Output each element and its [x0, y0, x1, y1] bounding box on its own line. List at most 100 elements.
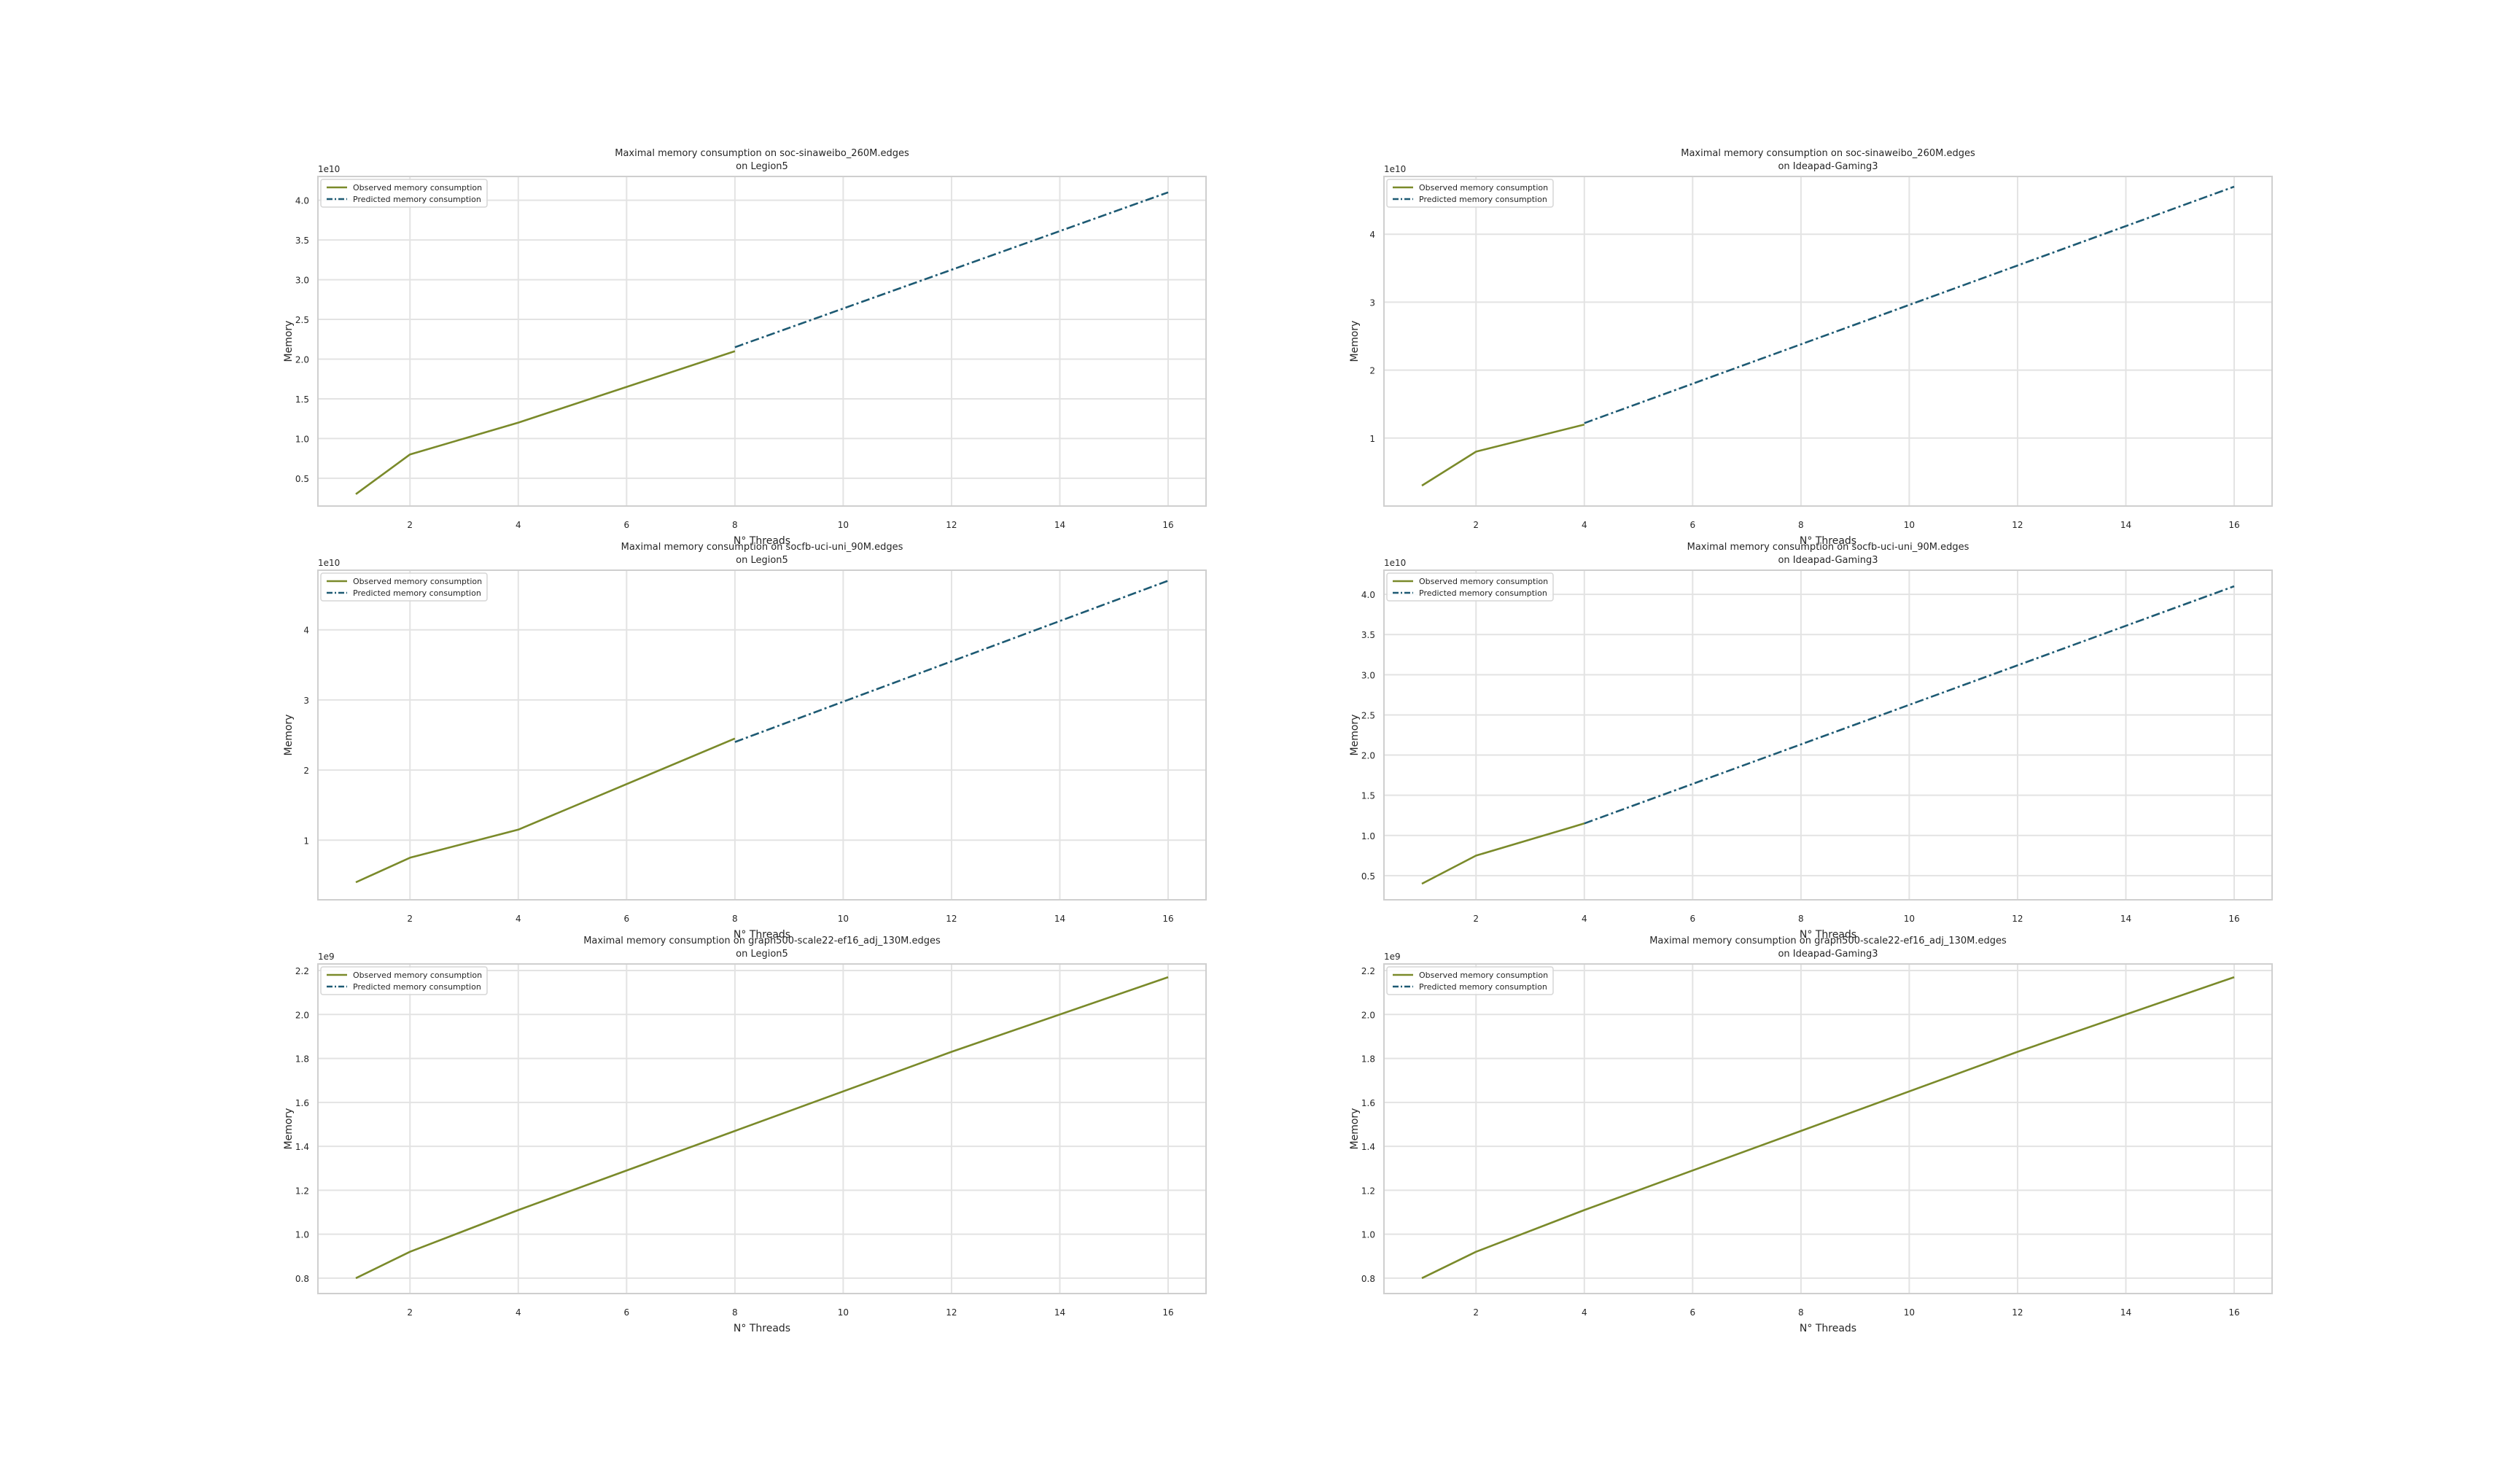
- x-tick-label: 4: [516, 520, 521, 530]
- x-tick-label: 16: [1162, 914, 1173, 924]
- x-tick-label: 4: [516, 914, 521, 924]
- y-axis-label: Memory: [1349, 1108, 1361, 1150]
- x-tick-label: 10: [1904, 914, 1915, 924]
- legend-box: [320, 179, 488, 208]
- x-tick-label: 14: [2120, 914, 2131, 924]
- chart-panel-1: 2 4 6 8 10 12 14 16 0.5 1.0 1.5 2.0 2.5 3.0 3.5 4.0 1e10…: [283, 148, 1207, 547]
- y-axis-label: Memory: [283, 715, 295, 756]
- observed-series-line: [355, 350, 736, 495]
- x-tick-label: 16: [2228, 520, 2239, 530]
- x-tick-label: 14: [1054, 520, 1065, 530]
- chart-subtitle: on Legion5: [736, 161, 788, 172]
- x-tick-label: 4: [1582, 1307, 1587, 1318]
- y-axis-label: Memory: [1349, 715, 1361, 756]
- y-axis-label: Memory: [283, 321, 295, 362]
- y-tick-label: 2.2: [295, 966, 309, 976]
- chart-panel-4: 2 4 6 8 10 12 14 16 0.5 1.0 1.5 2.0 2.5 3.0 3.5 4.0 1e10…: [1349, 542, 2273, 941]
- x-tick-label: 8: [1798, 1307, 1804, 1318]
- plot-frame: [317, 963, 1207, 1294]
- legend-box: [1386, 572, 1554, 602]
- y-tick-label: 2.0: [295, 1010, 309, 1020]
- x-tick-label: 12: [2012, 1307, 2023, 1318]
- x-tick-label: 16: [1162, 520, 1173, 530]
- legend-label: Observed memory consumption: [1419, 971, 1548, 980]
- x-tick-label: 10: [838, 1307, 849, 1318]
- y-tick-label: 2.2: [1361, 966, 1375, 976]
- y-tick-label: 1.5: [1361, 791, 1375, 801]
- legend-box: [320, 966, 488, 995]
- legend-label: Predicted memory consumption: [1419, 982, 1547, 992]
- y-tick-label: 1.8: [295, 1054, 309, 1065]
- legend-label: Observed memory consumption: [353, 183, 482, 192]
- plot-frame: [1383, 963, 2273, 1294]
- y-tick-label: 3.5: [1361, 630, 1375, 640]
- y-offset-label: 1e9: [318, 952, 335, 962]
- x-tick-label: 2: [1473, 520, 1479, 530]
- x-tick-label: 12: [946, 1307, 957, 1318]
- legend-label: Predicted memory consumption: [353, 588, 481, 598]
- x-axis-label: N° Threads: [734, 929, 790, 941]
- y-offset-label: 1e10: [1384, 164, 1406, 174]
- x-tick-label: 6: [624, 1307, 630, 1318]
- predicted-series-line: [734, 580, 1169, 743]
- predicted-series-line: [734, 191, 1169, 349]
- x-tick-label: 2: [407, 914, 413, 924]
- legend-label: Predicted memory consumption: [1419, 588, 1547, 598]
- y-tick-label: 1.6: [295, 1098, 309, 1108]
- chart-subtitle: on Legion5: [736, 949, 788, 960]
- plot-frame: [317, 176, 1207, 507]
- legend-box: [1386, 966, 1554, 995]
- chart-subtitle: on Ideapad-Gaming3: [1778, 161, 1878, 172]
- x-axis-label: N° Threads: [734, 1323, 790, 1334]
- plot-frame: [1383, 176, 2273, 507]
- chart-subtitle: on Ideapad-Gaming3: [1778, 949, 1878, 960]
- legend: Observed memory consumption Predicted mem…: [320, 966, 488, 995]
- x-tick-label: 2: [1473, 914, 1479, 924]
- x-tick-label: 6: [624, 914, 630, 924]
- y-tick-label: 0.8: [295, 1274, 309, 1284]
- observed-series-line: [355, 976, 1169, 1280]
- plot-frame: [1383, 569, 2273, 901]
- y-tick-label: 2.5: [1361, 710, 1375, 720]
- legend: Observed memory consumption Predicted mem…: [1386, 966, 1554, 995]
- y-tick-label: 0.5: [295, 474, 309, 484]
- y-tick-label: 1.4: [1361, 1142, 1375, 1152]
- y-tick-label: 1.4: [295, 1142, 309, 1152]
- x-tick-label: 4: [1582, 914, 1587, 924]
- chart-title: Maximal memory consumption on soc-sinawe…: [615, 148, 909, 159]
- x-axis-label: N° Threads: [1800, 535, 1856, 547]
- chart-title: Maximal memory consumption on graph500-s…: [583, 936, 941, 946]
- x-tick-label: 10: [1904, 520, 1915, 530]
- y-tick-label: 3.0: [295, 276, 309, 286]
- plot-frame: [317, 569, 1207, 901]
- x-tick-label: 4: [1582, 520, 1587, 530]
- y-tick-label: 3.5: [295, 236, 309, 246]
- observed-series-line: [355, 737, 736, 884]
- y-tick-label: 2.0: [1361, 1010, 1375, 1020]
- y-tick-label: 2: [303, 766, 309, 776]
- x-tick-label: 14: [1054, 1307, 1065, 1318]
- x-tick-label: 8: [732, 914, 738, 924]
- y-tick-label: 4.0: [295, 196, 309, 206]
- legend: Observed memory consumption Predicted mem…: [1386, 572, 1554, 602]
- x-tick-label: 16: [2228, 914, 2239, 924]
- y-offset-label: 1e10: [1384, 558, 1406, 568]
- x-tick-label: 8: [1798, 520, 1804, 530]
- observed-series-line: [1421, 822, 1585, 885]
- y-tick-label: 0.8: [1361, 1274, 1375, 1284]
- y-tick-label: 2: [1369, 366, 1375, 376]
- y-offset-label: 1e9: [1384, 952, 1401, 962]
- chart-subtitle: on Legion5: [736, 555, 788, 566]
- y-tick-label: 4: [1369, 230, 1375, 240]
- y-tick-label: 4.0: [1361, 590, 1375, 600]
- x-tick-label: 2: [407, 520, 413, 530]
- legend-label: Observed memory consumption: [353, 971, 482, 980]
- legend: Observed memory consumption Predicted mem…: [1386, 179, 1554, 208]
- chart-panel-5: 2 4 6 8 10 12 14 16 0.8 1.0 1.2 1.4 1.6 1.8 2.0 2.2 1e9 M…: [283, 936, 1207, 1334]
- observed-series-line: [1421, 423, 1585, 487]
- y-tick-label: 2.0: [295, 355, 309, 365]
- x-tick-label: 6: [1690, 914, 1696, 924]
